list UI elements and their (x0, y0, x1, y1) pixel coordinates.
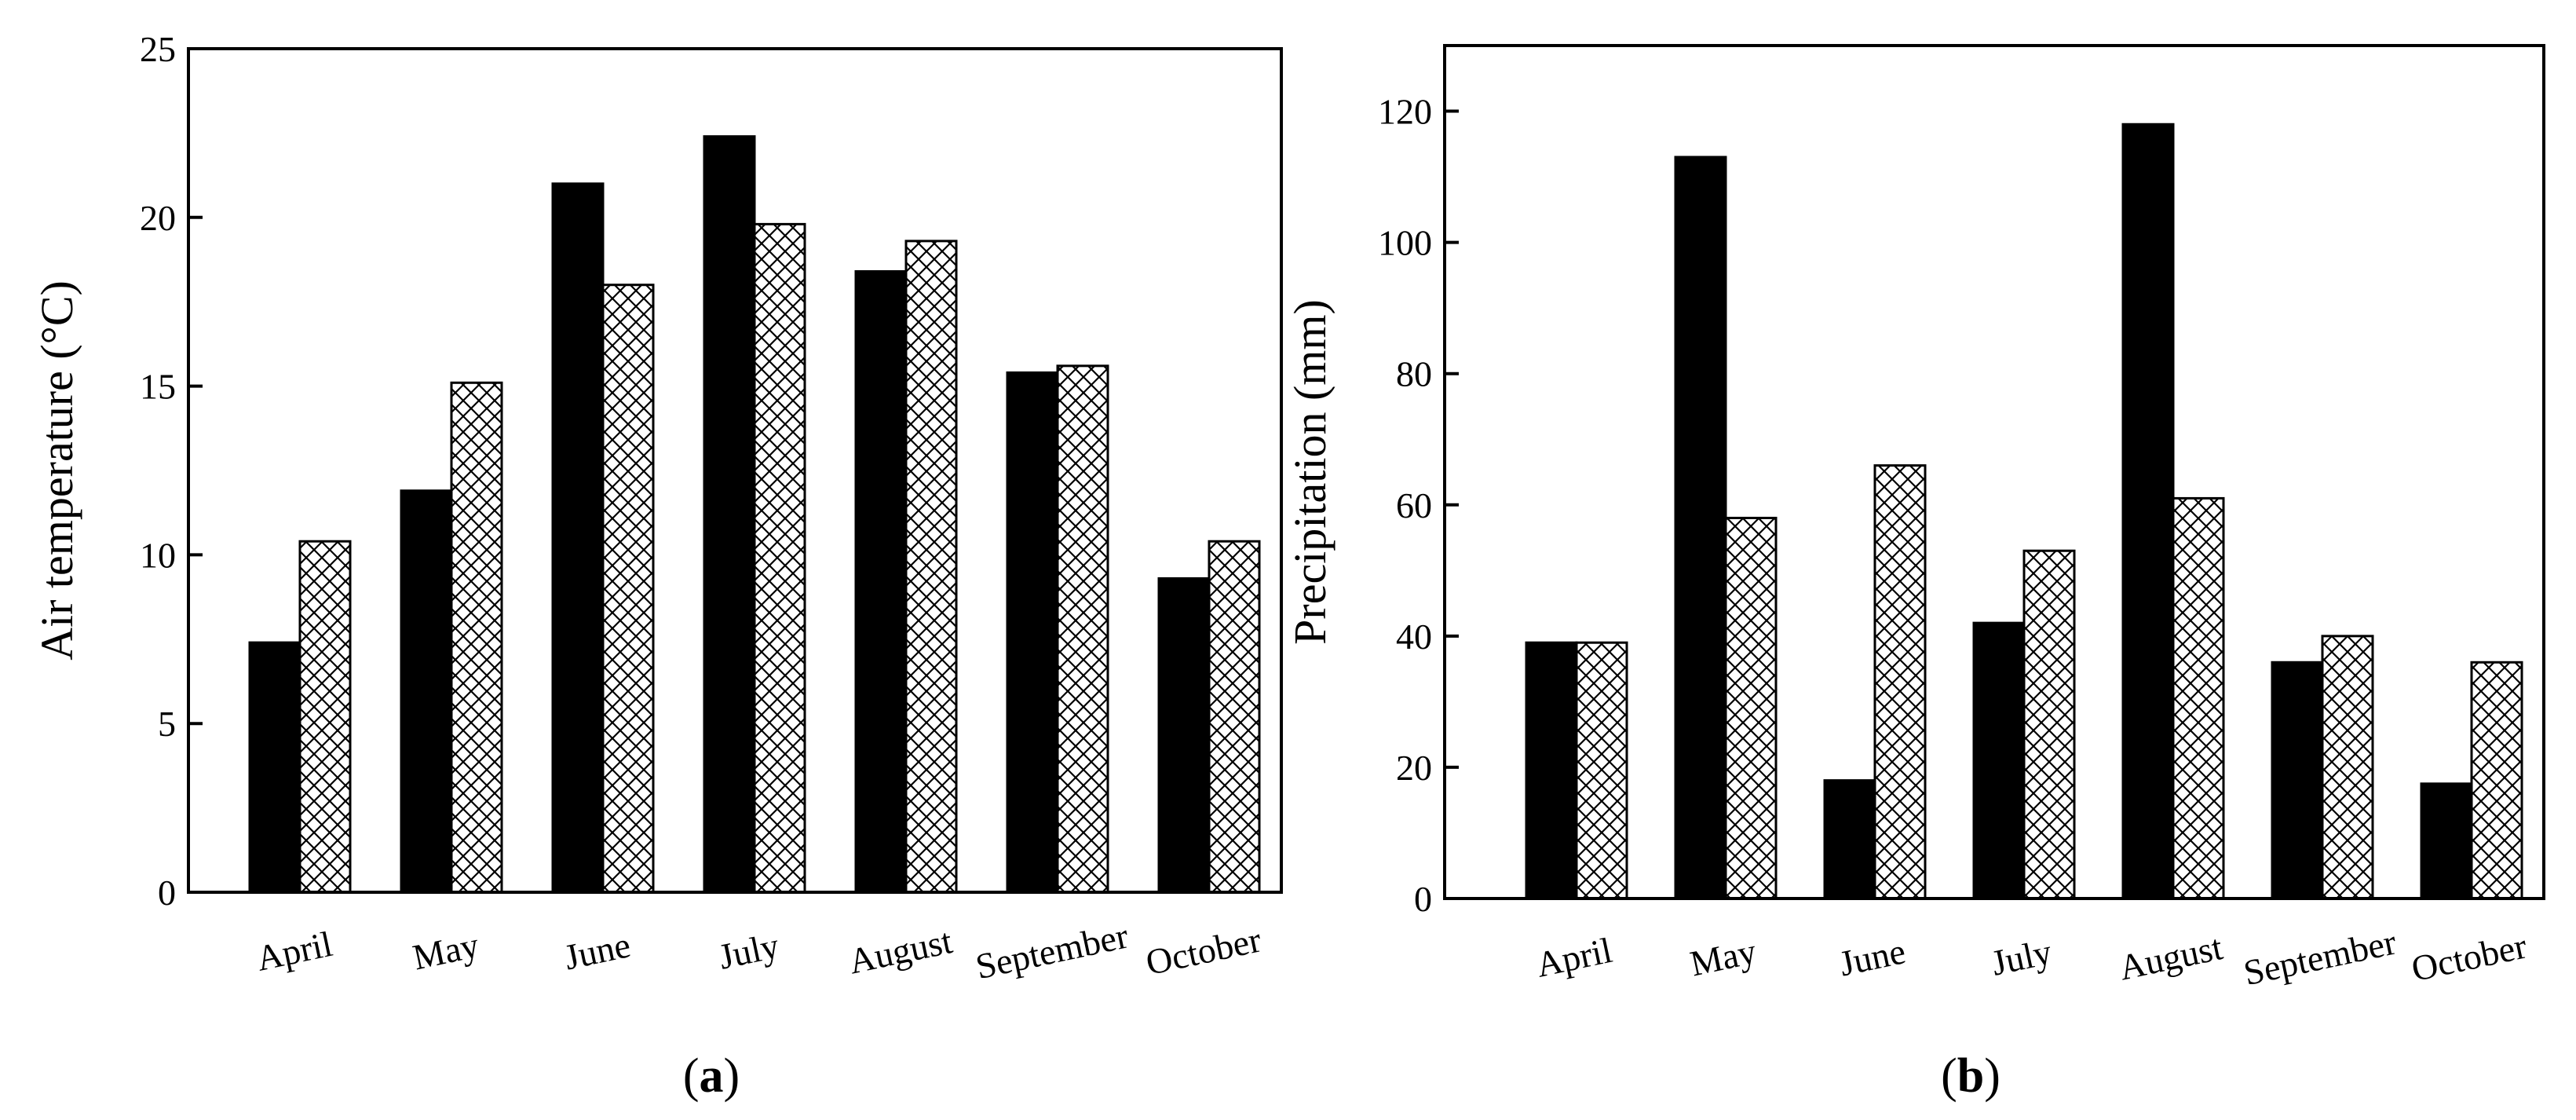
y-tick-label-a-10: 10 (140, 535, 176, 575)
chart-b-precipitation: April May June July August September October 0 2… (1284, 44, 2545, 1103)
y-tick-label-a-25: 25 (140, 29, 176, 69)
bar-b-crosshatch-april (1575, 641, 1628, 900)
bar-a-solid-may (400, 489, 453, 894)
x-tick-label-a-october: October (1142, 919, 1265, 983)
chart-a-air-temperature: April May June July August September October 0 5… (31, 29, 1283, 1103)
bar-b-crosshatch-october (2470, 661, 2523, 900)
x-tick-label-a-august: August (845, 921, 955, 982)
panel-label-close-a: ) (724, 1049, 740, 1103)
x-tick-label-a-june: June (561, 924, 634, 977)
panel-label-a: (a) (683, 1049, 740, 1103)
bar-b-crosshatch-august (2172, 496, 2225, 900)
x-tick-label-a-july: July (715, 925, 783, 977)
plot-frame-a (187, 47, 1283, 894)
y-tick-label-b-60: 60 (1396, 485, 1432, 525)
x-tick-label-b-october: October (2408, 925, 2530, 989)
y-tick-label-b-0: 0 (1414, 879, 1432, 919)
x-tick-label-a-may: May (409, 924, 482, 977)
bar-b-solid-july (1972, 621, 2026, 900)
bar-b-solid-october (2420, 782, 2473, 900)
y-tick-label-a-15: 15 (140, 367, 176, 407)
bar-a-crosshatch-august (904, 240, 958, 894)
y-axis-title-b: Precipitation (mm) (1284, 299, 1336, 645)
bar-a-crosshatch-september (1056, 364, 1109, 894)
bar-a-solid-june (551, 182, 605, 894)
bar-a-crosshatch-june (601, 284, 655, 894)
bar-b-crosshatch-july (2022, 549, 2076, 900)
panel-label-letter-a: a (700, 1049, 724, 1103)
x-tick-label-b-september: September (2240, 921, 2399, 993)
bar-a-crosshatch-april (298, 540, 352, 894)
x-tick-label-b-august: August (2115, 927, 2226, 988)
bar-b-solid-september (2271, 661, 2324, 900)
panel-label-b: (b) (1941, 1049, 2001, 1103)
bar-b-solid-june (1823, 779, 1876, 900)
y-tick-label-b-100: 100 (1378, 223, 1432, 263)
panel-label-close-b: ) (1984, 1049, 2001, 1103)
y-tick-label-b-20: 20 (1396, 748, 1432, 788)
y-tick-label-a-20: 20 (140, 198, 176, 238)
y-tick-label-a-0: 0 (158, 873, 176, 913)
panel-label-letter-b: b (1957, 1049, 1984, 1103)
x-tick-label-a-september: September (972, 915, 1131, 986)
bar-b-crosshatch-june (1873, 464, 1927, 900)
x-tick-label-b-june: June (1836, 931, 1909, 983)
y-tick-label-b-80: 80 (1396, 354, 1432, 394)
x-tick-label-b-may: May (1686, 931, 1759, 983)
x-tick-label-b-april: April (1533, 930, 1616, 985)
y-tick-label-b-40: 40 (1396, 617, 1432, 657)
bar-a-crosshatch-july (753, 222, 806, 894)
x-tick-label-b-july: July (1988, 932, 2055, 983)
bar-a-crosshatch-october (1208, 540, 1261, 894)
bar-a-crosshatch-may (450, 381, 503, 894)
y-axis-title-a: Air temperature (°C) (31, 280, 82, 661)
y-tick-label-a-5: 5 (158, 704, 176, 744)
plot-frame-b (1443, 44, 2545, 900)
panel-label-open-a: ( (683, 1049, 700, 1103)
bar-b-crosshatch-may (1724, 516, 1778, 900)
panel-label-open-b: ( (1941, 1049, 1957, 1103)
bar-a-solid-july (703, 135, 756, 894)
bar-b-solid-august (2121, 123, 2175, 900)
bar-b-solid-may (1674, 156, 1727, 900)
bar-a-solid-april (248, 641, 301, 894)
bar-a-solid-september (1006, 371, 1059, 894)
bar-b-solid-april (1525, 641, 1578, 900)
bar-b-crosshatch-september (2321, 635, 2374, 900)
bar-a-solid-october (1157, 576, 1211, 894)
y-tick-label-b-120: 120 (1378, 92, 1432, 132)
x-tick-label-a-april: April (253, 924, 336, 979)
bar-a-solid-august (854, 270, 908, 894)
